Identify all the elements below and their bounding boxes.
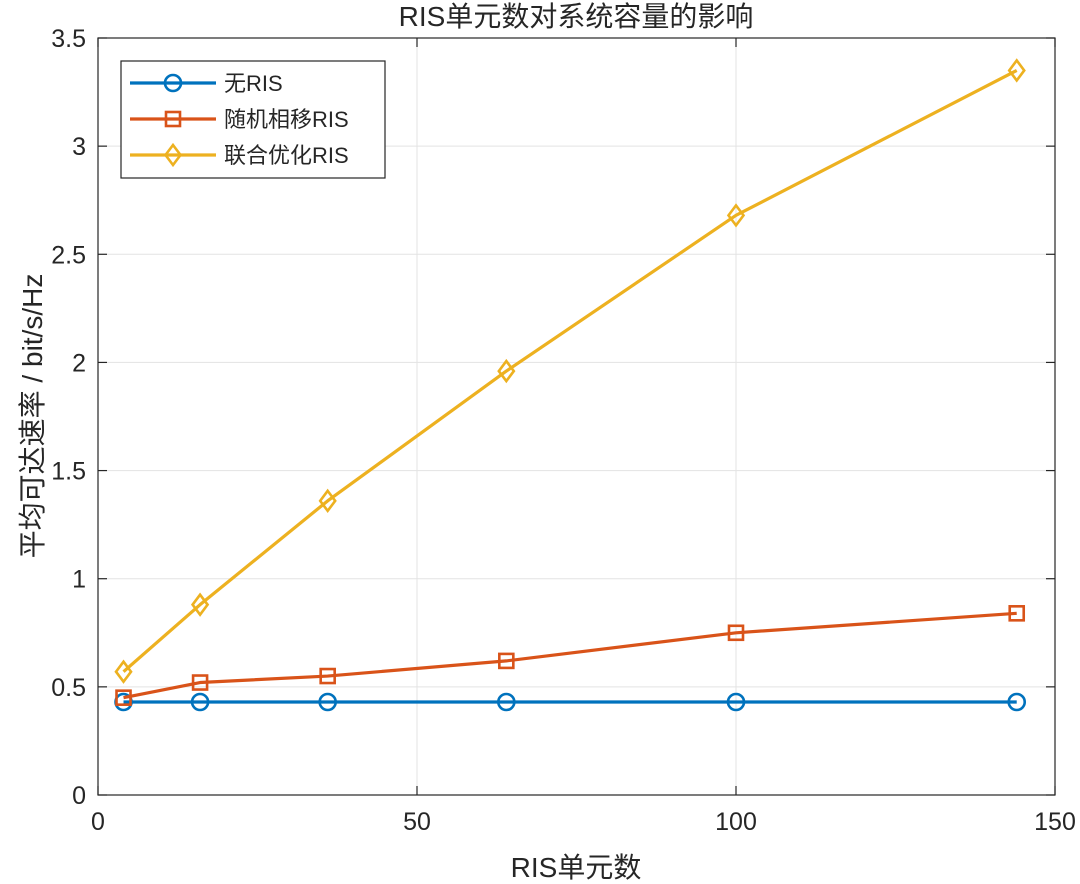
series-1 (114, 692, 1027, 712)
data-point (1007, 692, 1027, 712)
data-point (726, 203, 746, 228)
legend-marker (163, 73, 183, 93)
data-point (190, 692, 210, 712)
x-tick-label: 0 (91, 808, 105, 836)
data-point (726, 692, 746, 712)
y-tick-label: 3.5 (51, 25, 86, 53)
x-axis-label: RIS单元数 (511, 852, 642, 883)
y-tick-label: 1 (72, 566, 86, 594)
series-2 (115, 605, 1026, 706)
plot-frame (97, 37, 1056, 796)
data-point (190, 592, 210, 617)
x-tick-label: 150 (1034, 808, 1076, 836)
legend-item: 无RIS (130, 71, 283, 96)
y-tick-label: 0.5 (51, 674, 86, 702)
legend-marker (163, 142, 183, 168)
x-tick-label: 100 (715, 808, 757, 836)
data-point (1008, 605, 1026, 622)
data-point (191, 674, 209, 691)
x-tick-label: 50 (403, 808, 431, 836)
axis-ticks: 0 50 100 150 0 0.5 1 1.5 2 2.5 3 3.5 (51, 25, 1076, 836)
legend-item: 联合优化RIS (130, 142, 349, 168)
data-point (114, 659, 133, 684)
y-tick-label: 0 (72, 782, 86, 810)
legend-marker (164, 110, 182, 128)
y-tick-label: 2.5 (51, 241, 86, 269)
series-line (123, 611, 1017, 700)
series-3 (114, 58, 1026, 684)
data-point (727, 624, 745, 642)
y-axis-label: 平均可达速率 / bit/s/Hz (17, 274, 48, 559)
data-point (318, 692, 337, 712)
y-tick-label: 2 (72, 349, 86, 377)
data-point (497, 358, 516, 384)
data-point (319, 667, 336, 685)
chart-title: RIS单元数对系统容量的影响 (399, 1, 754, 32)
legend-label: 联合优化RIS (224, 143, 349, 168)
data-point (497, 692, 516, 712)
series-line (122, 69, 1018, 673)
data-point (1007, 58, 1026, 83)
legend-item: 随机相移RIS (130, 107, 349, 132)
data-point (318, 488, 337, 514)
data-point (498, 652, 515, 670)
legend-label: 随机相移RIS (224, 107, 349, 132)
y-tick-label: 3 (72, 133, 86, 161)
legend: 无RIS 随机相移RIS 联合优化RIS (120, 60, 386, 179)
series-layer (114, 58, 1027, 712)
legend-label: 无RIS (224, 71, 283, 96)
y-tick-label: 1.5 (51, 458, 86, 486)
data-point (115, 689, 132, 706)
